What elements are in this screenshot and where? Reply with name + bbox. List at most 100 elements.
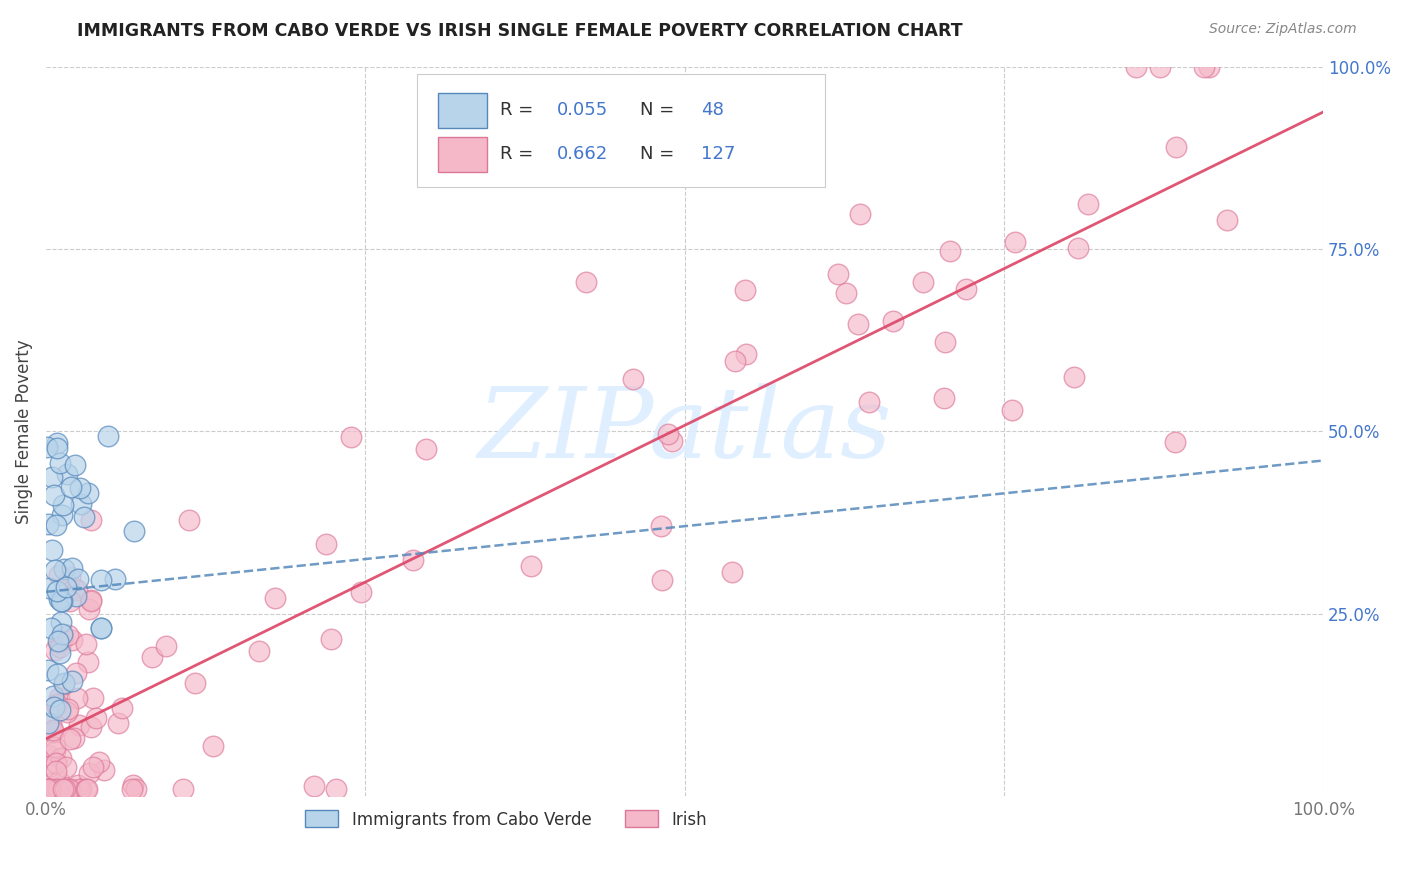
Point — [52, 562, 75, 576]
Point — [1198, 60, 1220, 74]
Point — [37, 781, 59, 796]
Point — [60, 673, 83, 688]
Point — [65, 589, 87, 603]
Point — [1216, 212, 1239, 227]
Point — [104, 573, 127, 587]
Text: R =: R = — [499, 102, 538, 120]
Point — [124, 781, 146, 796]
Point — [1004, 235, 1026, 249]
Point — [84, 711, 107, 725]
Text: Source: ZipAtlas.com: Source: ZipAtlas.com — [1209, 22, 1357, 37]
Point — [621, 372, 644, 386]
Point — [325, 781, 347, 796]
Point — [37, 440, 59, 454]
Point — [66, 582, 89, 597]
Point — [59, 781, 82, 796]
Point — [67, 717, 90, 731]
Point — [55, 580, 77, 594]
Point — [48, 781, 70, 796]
Point — [49, 646, 72, 660]
Point — [1063, 370, 1085, 384]
Point — [720, 566, 742, 580]
Point — [58, 781, 80, 796]
Text: 127: 127 — [702, 145, 735, 163]
Point — [402, 553, 425, 567]
Point — [51, 627, 73, 641]
Point — [177, 513, 200, 527]
Point — [934, 335, 956, 350]
Point — [932, 391, 955, 405]
Point — [107, 716, 129, 731]
Point — [44, 781, 66, 796]
Point — [58, 593, 80, 607]
Point — [52, 630, 75, 644]
Point — [45, 698, 67, 712]
Point — [58, 628, 80, 642]
Point — [38, 759, 60, 773]
Point — [69, 781, 91, 796]
Point — [45, 764, 67, 778]
Text: 0.662: 0.662 — [557, 145, 609, 163]
Point — [97, 429, 120, 443]
Point — [53, 781, 76, 796]
Point — [58, 781, 80, 796]
Point — [49, 640, 72, 655]
Text: 0.055: 0.055 — [557, 102, 609, 120]
Point — [48, 634, 70, 648]
Point — [41, 724, 63, 739]
Point — [55, 759, 77, 773]
Point — [42, 700, 65, 714]
Point — [38, 781, 60, 796]
Point — [77, 601, 100, 615]
Point — [62, 731, 84, 746]
FancyBboxPatch shape — [439, 136, 486, 171]
Point — [939, 244, 962, 259]
Point — [122, 524, 145, 538]
Point — [59, 731, 82, 746]
Text: R =: R = — [499, 145, 538, 163]
Point — [45, 756, 67, 771]
Point — [93, 763, 115, 777]
Point — [77, 656, 100, 670]
Point — [53, 676, 76, 690]
Point — [70, 781, 93, 796]
Point — [1164, 435, 1187, 450]
Point — [49, 615, 72, 629]
Y-axis label: Single Female Poverty: Single Female Poverty — [15, 339, 32, 524]
Point — [63, 581, 86, 595]
Point — [66, 778, 89, 792]
Point — [302, 779, 325, 793]
Point — [734, 283, 756, 297]
Point — [41, 470, 63, 484]
Point — [72, 509, 94, 524]
Point — [55, 705, 77, 719]
Point — [53, 781, 76, 796]
Point — [724, 354, 747, 368]
Point — [52, 498, 75, 512]
Point — [1149, 60, 1171, 74]
Point — [575, 276, 598, 290]
Point — [69, 481, 91, 495]
Point — [48, 568, 70, 582]
Point — [46, 781, 69, 796]
Point — [59, 480, 82, 494]
Point — [519, 558, 541, 573]
Point — [46, 436, 69, 450]
Text: 48: 48 — [702, 102, 724, 120]
Point — [48, 774, 70, 789]
Text: ZIPatlas: ZIPatlas — [478, 384, 891, 479]
Point — [858, 395, 880, 409]
Point — [848, 206, 870, 220]
Text: IMMIGRANTS FROM CABO VERDE VS IRISH SINGLE FEMALE POVERTY CORRELATION CHART: IMMIGRANTS FROM CABO VERDE VS IRISH SING… — [77, 22, 963, 40]
Point — [48, 636, 70, 650]
Point — [183, 676, 205, 690]
Point — [38, 781, 60, 796]
Point — [67, 572, 90, 586]
Point — [37, 715, 59, 730]
Point — [48, 591, 70, 606]
Point — [41, 715, 63, 730]
Point — [80, 593, 103, 607]
Point — [846, 318, 869, 332]
Point — [77, 486, 100, 500]
Point — [827, 267, 849, 281]
